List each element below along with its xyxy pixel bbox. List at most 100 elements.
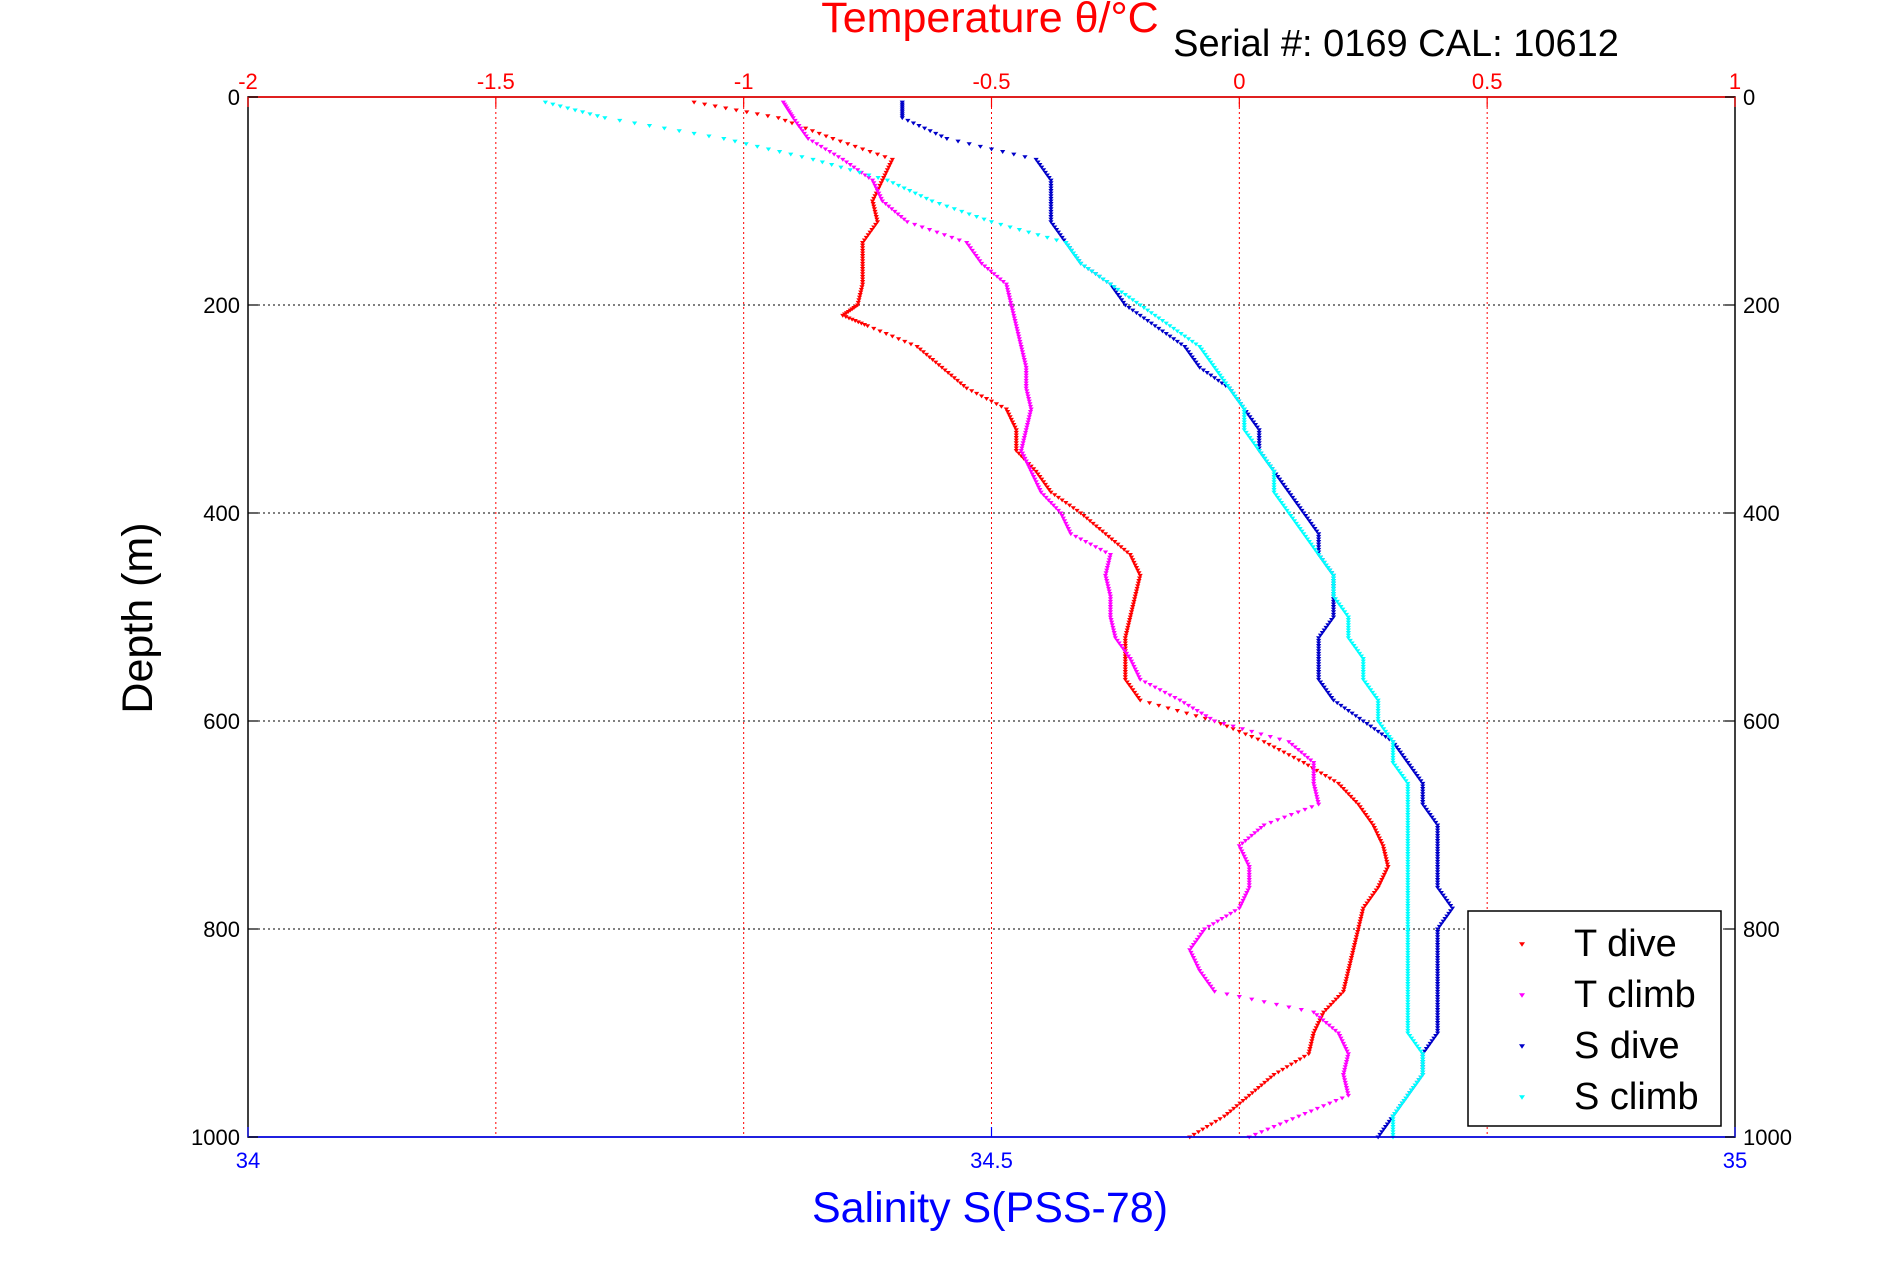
data-point bbox=[1122, 670, 1128, 674]
data-point bbox=[1136, 571, 1142, 576]
data-point bbox=[936, 363, 942, 368]
data-point bbox=[1006, 293, 1012, 297]
data-point bbox=[1390, 1114, 1396, 1119]
data-point bbox=[1435, 826, 1441, 830]
data-point bbox=[1003, 282, 1009, 287]
data-point bbox=[971, 251, 977, 256]
data-point bbox=[1016, 451, 1022, 456]
data-point bbox=[1330, 599, 1337, 604]
data-point bbox=[1420, 1060, 1426, 1064]
data-point bbox=[1048, 202, 1054, 206]
y-tick-label-left: 200 bbox=[203, 293, 240, 318]
data-point bbox=[859, 285, 865, 290]
data-point bbox=[1420, 792, 1426, 797]
data-point bbox=[1126, 306, 1132, 310]
data-point bbox=[1405, 1005, 1411, 1010]
data-point bbox=[1405, 1023, 1411, 1028]
data-point bbox=[1397, 771, 1404, 776]
data-point bbox=[1323, 625, 1329, 630]
data-point bbox=[1405, 893, 1411, 898]
data-point bbox=[1106, 558, 1112, 563]
data-point bbox=[1142, 680, 1148, 685]
data-point bbox=[1241, 410, 1247, 414]
data-point bbox=[1122, 672, 1128, 677]
data-point bbox=[1435, 878, 1441, 882]
data-point bbox=[951, 376, 957, 381]
data-point bbox=[1435, 958, 1441, 963]
data-point bbox=[1103, 571, 1109, 576]
data-point bbox=[765, 147, 772, 152]
data-point bbox=[1271, 475, 1277, 479]
data-point bbox=[851, 165, 857, 170]
data-point bbox=[1371, 891, 1378, 895]
data-point bbox=[1401, 755, 1407, 760]
data-point bbox=[1345, 633, 1351, 638]
data-point bbox=[1007, 298, 1013, 303]
data-point bbox=[1275, 818, 1281, 823]
data-point bbox=[1109, 623, 1115, 628]
data-point bbox=[933, 360, 939, 365]
data-point bbox=[1405, 898, 1411, 903]
data-point bbox=[602, 116, 608, 121]
data-point bbox=[805, 137, 811, 141]
data-point bbox=[1033, 480, 1039, 485]
data-point bbox=[1107, 282, 1114, 287]
data-point bbox=[1302, 1112, 1308, 1116]
data-point bbox=[846, 316, 852, 321]
data-point bbox=[1107, 594, 1114, 599]
data-point bbox=[1375, 719, 1381, 724]
data-point bbox=[1085, 267, 1091, 271]
data-point bbox=[1239, 727, 1246, 732]
data-point bbox=[1408, 766, 1415, 771]
data-point bbox=[1018, 345, 1024, 349]
data-point bbox=[1448, 909, 1454, 914]
data-point bbox=[1379, 724, 1385, 729]
data-point bbox=[1255, 828, 1261, 833]
data-point bbox=[1340, 989, 1347, 994]
data-point bbox=[1268, 820, 1274, 825]
data-point bbox=[1421, 805, 1428, 810]
data-point bbox=[1187, 352, 1193, 357]
data-point bbox=[1174, 339, 1180, 344]
data-point bbox=[878, 181, 884, 186]
data-point bbox=[1178, 332, 1184, 336]
data-point bbox=[866, 176, 872, 180]
data-point bbox=[782, 118, 788, 123]
data-point bbox=[1278, 480, 1285, 485]
data-point bbox=[1425, 1044, 1431, 1049]
data-point bbox=[1246, 875, 1252, 880]
data-point bbox=[1405, 807, 1411, 812]
data-point bbox=[1435, 989, 1441, 994]
data-point bbox=[1271, 745, 1277, 750]
x-top-tick-label: 0 bbox=[1233, 69, 1245, 94]
data-point bbox=[1237, 846, 1244, 851]
data-point bbox=[1137, 677, 1143, 682]
data-point bbox=[1298, 1008, 1304, 1012]
data-point bbox=[1145, 308, 1151, 313]
data-point bbox=[1122, 667, 1128, 672]
data-point bbox=[1078, 511, 1084, 516]
data-point bbox=[1356, 716, 1363, 721]
data-point bbox=[1435, 930, 1441, 934]
data-point bbox=[889, 157, 895, 162]
data-point bbox=[1435, 963, 1441, 968]
data-point bbox=[877, 183, 883, 188]
data-point bbox=[1289, 742, 1295, 747]
data-point bbox=[1350, 797, 1356, 802]
data-point bbox=[1258, 826, 1264, 830]
data-point bbox=[1106, 560, 1112, 565]
data-point bbox=[1247, 415, 1253, 420]
data-point bbox=[1021, 358, 1027, 362]
data-point bbox=[1048, 220, 1054, 225]
data-point bbox=[1381, 872, 1387, 877]
data-point bbox=[941, 233, 948, 238]
data-point bbox=[895, 183, 902, 188]
data-point bbox=[1307, 758, 1314, 763]
data-point bbox=[1375, 709, 1381, 713]
data-point bbox=[875, 176, 881, 180]
data-point bbox=[1329, 696, 1335, 700]
data-point bbox=[1025, 420, 1031, 425]
data-point bbox=[1403, 758, 1409, 763]
data-point bbox=[1119, 298, 1125, 303]
data-point bbox=[860, 274, 866, 279]
